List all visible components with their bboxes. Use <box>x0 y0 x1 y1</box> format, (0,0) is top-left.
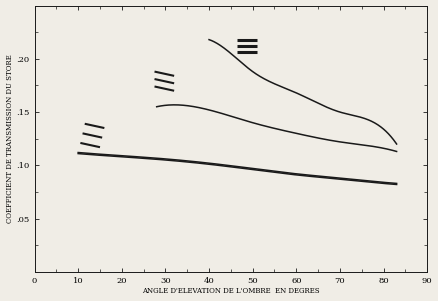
Y-axis label: COEFFICIENT DE TRANSMISSION DU STORE: COEFFICIENT DE TRANSMISSION DU STORE <box>6 54 14 223</box>
X-axis label: ANGLE D'ELEVATION DE L'OMBRE  EN DEGRES: ANGLE D'ELEVATION DE L'OMBRE EN DEGRES <box>142 287 320 296</box>
